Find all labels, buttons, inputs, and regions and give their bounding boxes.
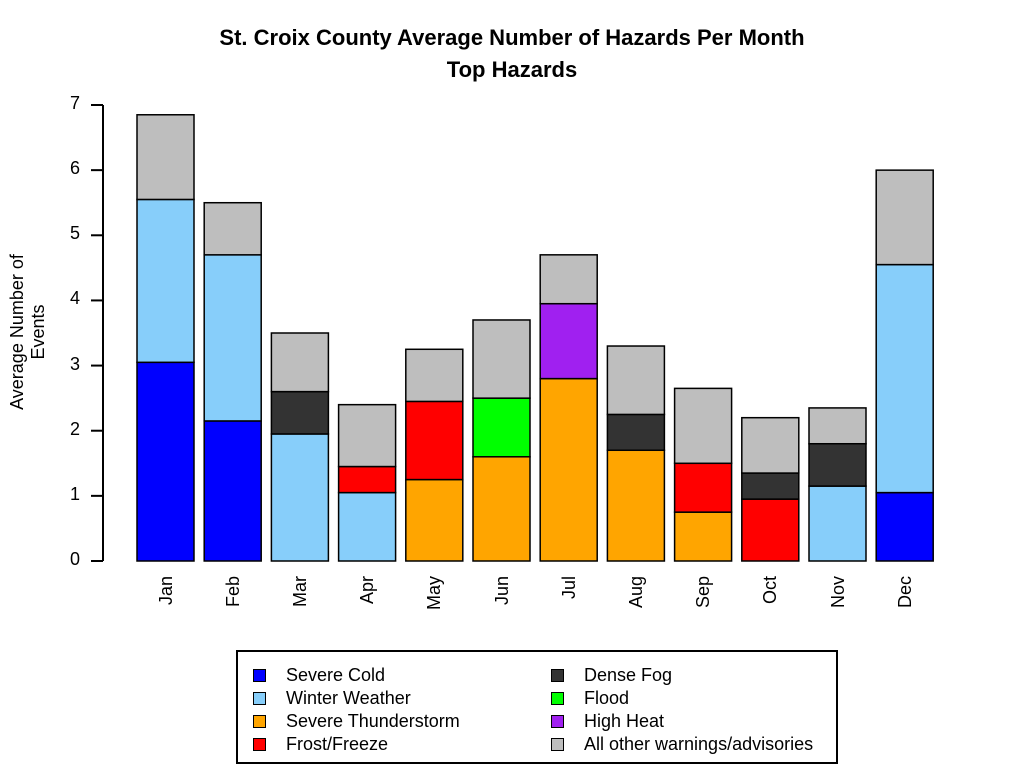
y-axis-label: Average Number of Events <box>7 254 48 410</box>
legend-swatch <box>551 738 564 751</box>
bar-segment-sep-frost-freeze <box>673 462 733 513</box>
y-tick-label: 7 <box>69 93 80 113</box>
bar-segment-oct-frost-freeze <box>741 498 800 562</box>
y-tick-label: 1 <box>69 483 80 504</box>
bar-segment-feb-winter-weather <box>203 254 262 422</box>
bar-segment-nov-winter-weather <box>808 485 867 562</box>
legend-label: Severe Cold <box>286 665 386 685</box>
bar-segment-jun-all-other-warnings-advisories <box>472 319 531 399</box>
legend-swatch <box>551 692 564 705</box>
x-tick-label: May <box>424 576 445 611</box>
bar-segment-jul-all-other-warnings-advisories <box>539 254 598 305</box>
bar-segment-apr-winter-weather <box>337 491 397 562</box>
x-tick-label: Oct <box>760 576 781 605</box>
chart-subtitle: Top Hazards <box>446 57 578 82</box>
bar-segment-jun-severe-thunderstorm <box>472 456 531 562</box>
bar-segment-aug-severe-thunderstorm <box>606 449 666 562</box>
x-tick-label: Aug <box>625 576 646 609</box>
y-tick-label: 6 <box>69 158 80 179</box>
bar-segment-jul-severe-thunderstorm <box>539 377 598 562</box>
legend-swatch <box>253 738 266 751</box>
bar-segment-feb-severe-cold <box>203 420 262 562</box>
bar-segment-jul-high-heat <box>539 302 598 380</box>
legend-swatch <box>253 715 266 728</box>
x-tick-label: Jul <box>558 576 579 600</box>
y-tick-label: 0 <box>69 549 80 569</box>
legend-label: Flood <box>584 688 630 708</box>
legend-label: High Heat <box>584 711 665 731</box>
bar-segment-jan-all-other-warnings-advisories <box>136 114 195 201</box>
bar-segment-oct-all-other-warnings-advisories <box>741 416 800 474</box>
bar-segment-sep-severe-thunderstorm <box>673 511 733 562</box>
bar-segment-may-frost-freeze <box>405 400 464 481</box>
x-tick-label: Sep <box>693 576 714 609</box>
legend-swatch <box>253 692 266 705</box>
x-tick-label: Nov <box>827 576 848 609</box>
bar-segment-jan-severe-cold <box>136 361 195 562</box>
y-tick-label: 2 <box>69 418 80 439</box>
x-tick-label: Feb <box>222 576 243 608</box>
y-tick-label: 4 <box>69 288 80 309</box>
legend-label: Winter Weather <box>286 688 411 708</box>
legend-label: Dense Fog <box>584 665 673 685</box>
bar-segment-may-all-other-warnings-advisories <box>405 348 464 403</box>
bar-segment-nov-dense-fog <box>808 442 867 487</box>
bar-segment-apr-all-other-warnings-advisories <box>337 403 397 468</box>
legend-swatch <box>551 669 564 682</box>
bar-segment-dec-severe-cold <box>875 491 934 562</box>
legend-label: Frost/Freeze <box>286 734 389 754</box>
legend-swatch <box>551 715 564 728</box>
bar-segment-sep-all-other-warnings-advisories <box>673 387 733 465</box>
y-tick-label: 3 <box>69 353 80 374</box>
bar-segment-aug-dense-fog <box>606 413 666 452</box>
x-tick-label: Dec <box>894 576 915 609</box>
chart-title: St. Croix County Average Number of Hazar… <box>219 25 805 50</box>
bar-segment-feb-all-other-warnings-advisories <box>203 201 262 256</box>
x-tick-label: Jan <box>155 576 176 606</box>
legend-swatch <box>253 669 266 682</box>
bar-segment-oct-dense-fog <box>741 472 800 500</box>
x-tick-label: Apr <box>357 576 378 605</box>
bar-segment-jun-flood <box>472 397 531 458</box>
bar-segment-dec-all-other-warnings-advisories <box>875 169 934 266</box>
bar-segment-may-severe-thunderstorm <box>405 478 464 562</box>
bar-segment-dec-winter-weather <box>875 263 934 494</box>
legend-label: Severe Thunderstorm <box>286 711 460 731</box>
bar-segment-aug-all-other-warnings-advisories <box>606 345 666 416</box>
bar-segment-mar-all-other-warnings-advisories <box>270 332 330 393</box>
legend: Severe Cold Winter Weather Severe Thunders… <box>236 650 838 764</box>
bar-segment-jan-winter-weather <box>136 198 195 364</box>
bar-segment-nov-all-other-warnings-advisories <box>808 407 867 445</box>
y-tick-label: 5 <box>69 223 80 244</box>
x-tick-label: Jun <box>491 576 512 606</box>
legend-label: All other warnings/advisories <box>584 734 814 754</box>
x-tick-label: Mar <box>289 576 310 607</box>
bar-segment-apr-frost-freeze <box>337 465 397 494</box>
bar-segment-mar-dense-fog <box>270 390 330 435</box>
bar-segment-mar-winter-weather <box>270 433 330 562</box>
